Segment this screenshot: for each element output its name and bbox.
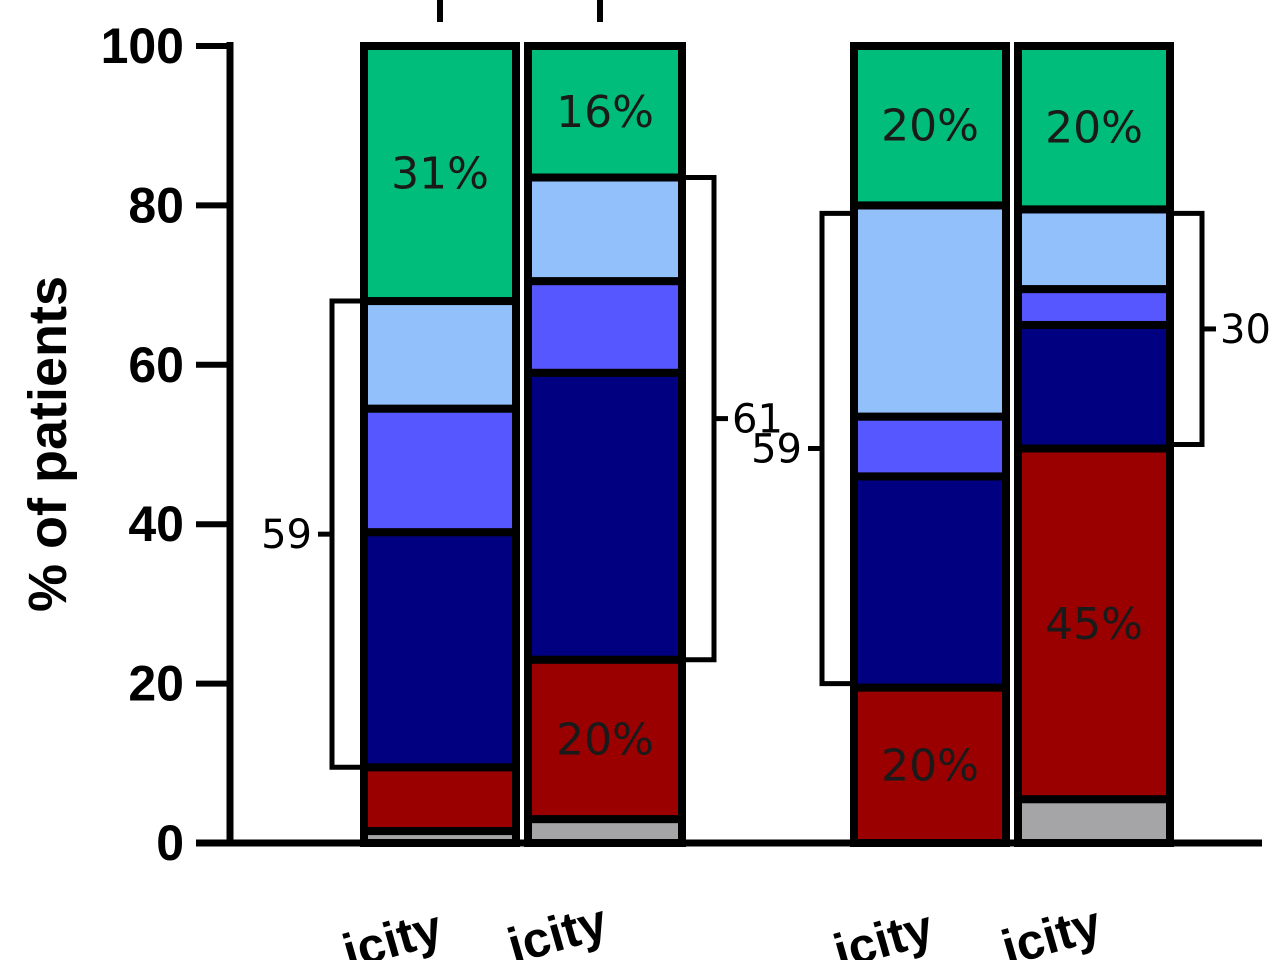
bar-4-segment-gray [1014,795,1174,847]
bar-2-segment-blue [524,277,686,377]
y-axis-label: % of patients [18,276,78,612]
axes-layer [196,0,1262,847]
category-label-1: icity [337,899,449,960]
bar-2-red-data-label: 20% [556,714,654,765]
bar-4-green-data-label: 20% [1045,103,1143,154]
bar-4-segment-blue [1014,285,1174,329]
category-label-2: icity [502,893,614,960]
bar-4-segment-red [1014,444,1174,804]
category-label-4: icity [996,895,1108,960]
bar-2-segment-red [524,655,686,824]
bar-4-segment-green [1014,42,1174,214]
bar-3-segment-green [850,42,1010,210]
bracket-2 [686,175,717,663]
y-tick-label-100: 100 [101,18,184,74]
bracket-3-label: 59 [751,426,802,472]
bracket-4-label: 30 [1220,307,1271,353]
bar-1-segment-green [360,42,520,306]
y-tick-label-20: 20 [128,656,184,712]
bar-1-segment-navy [360,528,520,772]
bar-2-segment-lightblue [524,173,686,286]
bar-1-green-data-label: 31% [391,149,489,200]
y-tick-label-40: 40 [128,496,184,552]
bracket-1 [329,298,360,770]
bar-3-red-data-label: 20% [881,740,979,791]
y-tick-label-0: 0 [156,815,184,871]
bracket-4 [1174,210,1205,447]
y-tick-label-60: 60 [128,337,184,393]
bar-1-segment-red [360,763,520,836]
bracket-3 [819,210,850,687]
category-label-3: icity [828,899,940,960]
bar-3-segment-navy [850,472,1010,692]
bracket-1-label: 59 [261,512,312,558]
bracket-2-label: 61 [732,397,783,443]
bar-2-segment-navy [524,368,686,664]
bar-3-segment-blue [850,412,1010,481]
bar-1-segment-lightblue [360,297,520,413]
bar-2-segment-green [524,42,686,182]
bar-4-segment-lightblue [1014,205,1174,294]
bar-4-segment-navy [1014,320,1174,453]
bars-layer: 31% 20% 16% 20% 20% 45% 20% [360,42,1174,848]
bar-1-segment-blue [360,404,520,537]
y-tick-label-80: 80 [128,177,184,233]
ticks-layer: 0 20 40 60 80 100 [101,18,230,871]
bar-4-red-data-label: 45% [1045,599,1143,650]
bar-3-green-data-label: 20% [881,101,979,152]
bar-3-segment-lightblue [850,201,1010,421]
category-labels: icity icity icity icity [337,893,1108,960]
bar-2-green-data-label: 16% [556,87,654,138]
